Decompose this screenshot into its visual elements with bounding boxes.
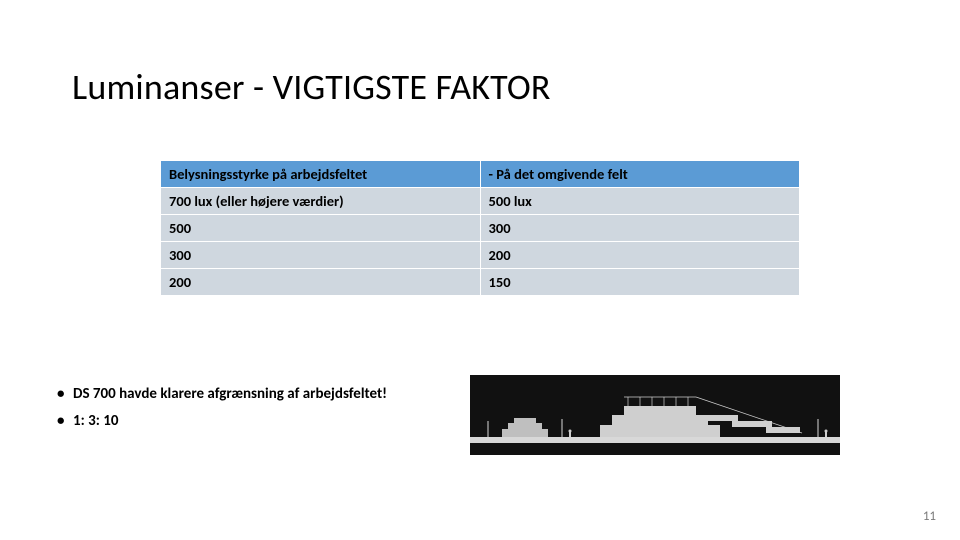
table-cell: 500 lux: [480, 188, 800, 215]
table-row: 500 300: [161, 215, 800, 242]
table-cell: 300: [480, 215, 800, 242]
table-header-cell: - På det omgivende felt: [480, 161, 800, 188]
table-cell: 500: [161, 215, 481, 242]
table-cell: 200: [480, 242, 800, 269]
plaza-svg: [470, 375, 840, 455]
bullet-item: DS 700 havde klarere afgrænsning af arbe…: [55, 385, 415, 404]
page-number: 11: [923, 509, 936, 524]
table-cell: 700 lux (eller højere værdier): [161, 188, 481, 215]
luminance-table: Belysningsstyrke på arbejdsfeltet - På d…: [160, 160, 800, 296]
bullet-item: 1: 3: 10: [55, 412, 415, 431]
slide-title: Luminanser - VIGTIGSTE FAKTOR: [72, 65, 551, 109]
table-header-cell: Belysningsstyrke på arbejdsfeltet: [161, 161, 481, 188]
bullet-list: DS 700 havde klarere afgrænsning af arbe…: [55, 385, 415, 431]
table-cell: 200: [161, 269, 481, 296]
table-row: 700 lux (eller højere værdier) 500 lux: [161, 188, 800, 215]
table-cell: 300: [161, 242, 481, 269]
table-header-row: Belysningsstyrke på arbejdsfeltet - På d…: [161, 161, 800, 188]
table-row: 300 200: [161, 242, 800, 269]
table-cell: 150: [480, 269, 800, 296]
plaza-illustration: [470, 375, 840, 455]
table-row: 200 150: [161, 269, 800, 296]
